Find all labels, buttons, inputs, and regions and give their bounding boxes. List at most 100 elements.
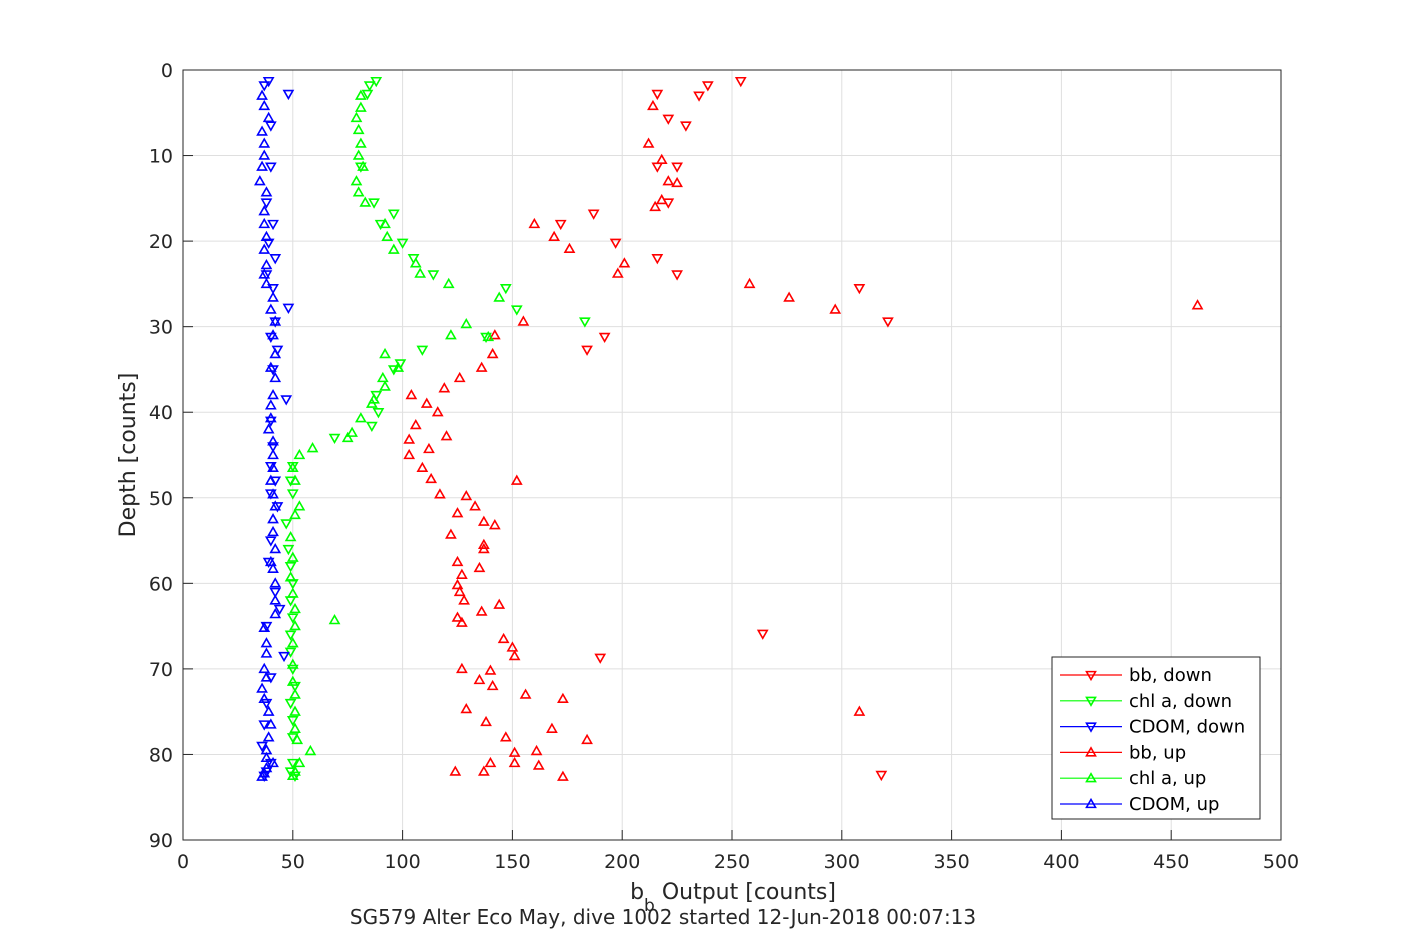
data-point xyxy=(267,435,279,446)
data-point xyxy=(662,175,675,186)
data-point xyxy=(258,137,271,148)
data-point xyxy=(488,329,501,340)
data-point xyxy=(267,442,279,453)
data-point xyxy=(409,257,422,268)
data-point xyxy=(286,637,299,648)
data-point xyxy=(260,751,273,763)
data-point xyxy=(783,291,795,302)
data-point xyxy=(403,448,416,460)
x-axis-label: bb Output [counts] xyxy=(630,880,836,916)
data-point xyxy=(286,658,299,669)
data-point xyxy=(475,605,488,616)
data-point xyxy=(289,508,301,520)
legend-entry-label: CDOM, down xyxy=(1129,717,1245,738)
data-point xyxy=(587,209,600,220)
data-point xyxy=(286,489,299,500)
legend-entry-label: bb, up xyxy=(1129,742,1186,763)
data-point xyxy=(269,500,282,511)
data-point xyxy=(486,347,499,359)
data-point xyxy=(262,557,275,569)
data-point xyxy=(451,555,464,567)
data-point xyxy=(352,186,365,197)
data-point xyxy=(440,430,453,441)
data-point xyxy=(484,664,497,675)
data-point xyxy=(473,673,486,685)
series-bb-up xyxy=(403,99,1204,781)
data-point xyxy=(853,283,866,295)
x-tick-label: 450 xyxy=(1153,851,1189,873)
data-point xyxy=(256,682,268,693)
data-point xyxy=(286,613,299,624)
data-point xyxy=(557,770,569,781)
y-tick-label: 90 xyxy=(149,830,173,852)
data-point xyxy=(693,91,705,102)
data-point xyxy=(480,332,492,344)
data-point xyxy=(284,562,297,573)
legend-entry-label: chl a, down xyxy=(1129,691,1232,712)
legend-marker xyxy=(1085,696,1097,707)
x-tick-label: 400 xyxy=(1043,851,1079,873)
data-point xyxy=(264,474,277,485)
data-point xyxy=(578,317,591,328)
data-point xyxy=(269,371,282,383)
data-point xyxy=(264,361,277,372)
data-point xyxy=(354,162,367,173)
data-point xyxy=(264,718,277,729)
x-tick-label: 100 xyxy=(384,851,420,873)
data-point xyxy=(581,733,593,745)
data-point xyxy=(262,705,275,716)
data-point xyxy=(655,193,668,205)
data-point xyxy=(396,238,409,249)
data-point xyxy=(289,722,301,733)
data-point xyxy=(480,715,492,727)
data-point xyxy=(260,637,273,648)
data-point xyxy=(256,125,268,136)
data-point xyxy=(267,448,279,460)
data-point xyxy=(260,621,273,633)
legend: bb, down chl a, down CDOM, down bb, up chl a… xyxy=(1051,656,1261,820)
data-point xyxy=(258,268,271,279)
data-point xyxy=(273,604,286,616)
data-point xyxy=(286,769,299,781)
data-point xyxy=(477,765,490,776)
data-point xyxy=(442,277,455,289)
data-points xyxy=(253,76,1204,782)
data-point xyxy=(581,345,593,356)
data-point xyxy=(387,365,400,376)
data-point xyxy=(477,542,490,554)
data-point xyxy=(267,488,279,499)
data-point xyxy=(528,217,541,229)
data-point xyxy=(352,123,365,135)
data-point xyxy=(289,688,301,699)
legend-entry-label: bb, down xyxy=(1129,665,1212,686)
data-point xyxy=(409,418,422,430)
data-point xyxy=(258,149,271,160)
data-point xyxy=(445,528,457,539)
data-point xyxy=(278,651,290,663)
data-point xyxy=(829,303,842,314)
data-point xyxy=(473,561,486,573)
data-point xyxy=(262,423,275,434)
x-tick-label: 150 xyxy=(494,851,530,873)
y-ticks: 0 10 20 30 40 50 60 70 80 90 xyxy=(149,60,193,852)
data-point xyxy=(267,461,279,473)
legend-marker xyxy=(1085,772,1097,783)
data-point xyxy=(289,619,301,631)
data-point xyxy=(563,242,576,253)
data-point xyxy=(456,616,468,627)
data-point xyxy=(609,238,622,249)
footer-caption: SG579 Alter Eco May, dive 1002 started 1… xyxy=(350,905,976,929)
data-point xyxy=(271,502,284,513)
y-tick-label: 30 xyxy=(149,317,173,339)
data-point xyxy=(286,758,299,770)
data-point xyxy=(284,531,297,542)
data-point xyxy=(269,594,282,605)
data-point xyxy=(519,688,532,699)
data-point xyxy=(304,744,317,756)
data-point xyxy=(264,555,277,567)
data-point xyxy=(291,733,304,745)
data-point xyxy=(493,291,506,302)
data-point xyxy=(256,89,268,100)
y-tick-label: 10 xyxy=(149,146,173,168)
